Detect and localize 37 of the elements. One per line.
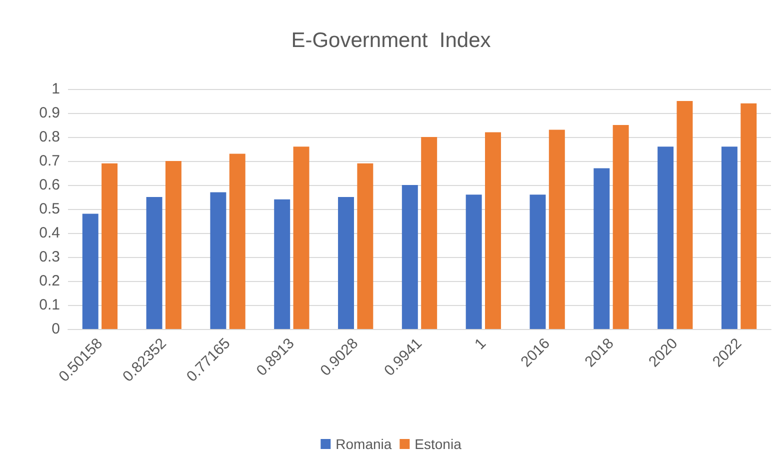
chart-title: E-Government Index [291, 29, 492, 52]
y-tick-label: 0 [52, 320, 60, 338]
bar [165, 161, 182, 329]
bar [146, 197, 162, 329]
bar [357, 163, 374, 329]
bar [82, 214, 98, 329]
bar [210, 192, 226, 329]
y-tick-label: 0.6 [39, 176, 60, 194]
bar [229, 154, 246, 329]
bar [402, 185, 418, 329]
y-tick-label: 0.3 [39, 248, 60, 266]
y-tick-label: 0.9 [39, 104, 60, 122]
y-tick-label: 0.2 [39, 272, 60, 290]
bar [338, 197, 354, 329]
bar [274, 199, 290, 329]
bar [466, 194, 482, 329]
bar [485, 132, 501, 329]
bar [102, 163, 118, 329]
legend-label: Romania [336, 436, 392, 452]
bar [676, 101, 693, 329]
y-tick-label: 0.5 [39, 200, 60, 218]
legend-label: Estonia [414, 436, 462, 452]
bar [740, 103, 757, 329]
y-tick-label: 0.8 [39, 128, 60, 146]
y-tick-label: 0.1 [39, 296, 60, 314]
bar [530, 194, 546, 329]
y-tick-label: 1 [52, 80, 60, 98]
bar [293, 146, 310, 329]
bar [721, 146, 738, 329]
bar [548, 130, 565, 329]
bar [594, 168, 610, 329]
bar [658, 146, 674, 329]
x-tick-label: 1 [472, 334, 490, 353]
bar [421, 137, 438, 329]
y-tick-label: 0.4 [39, 224, 60, 242]
bar [612, 125, 629, 329]
y-tick-label: 0.7 [39, 152, 60, 170]
